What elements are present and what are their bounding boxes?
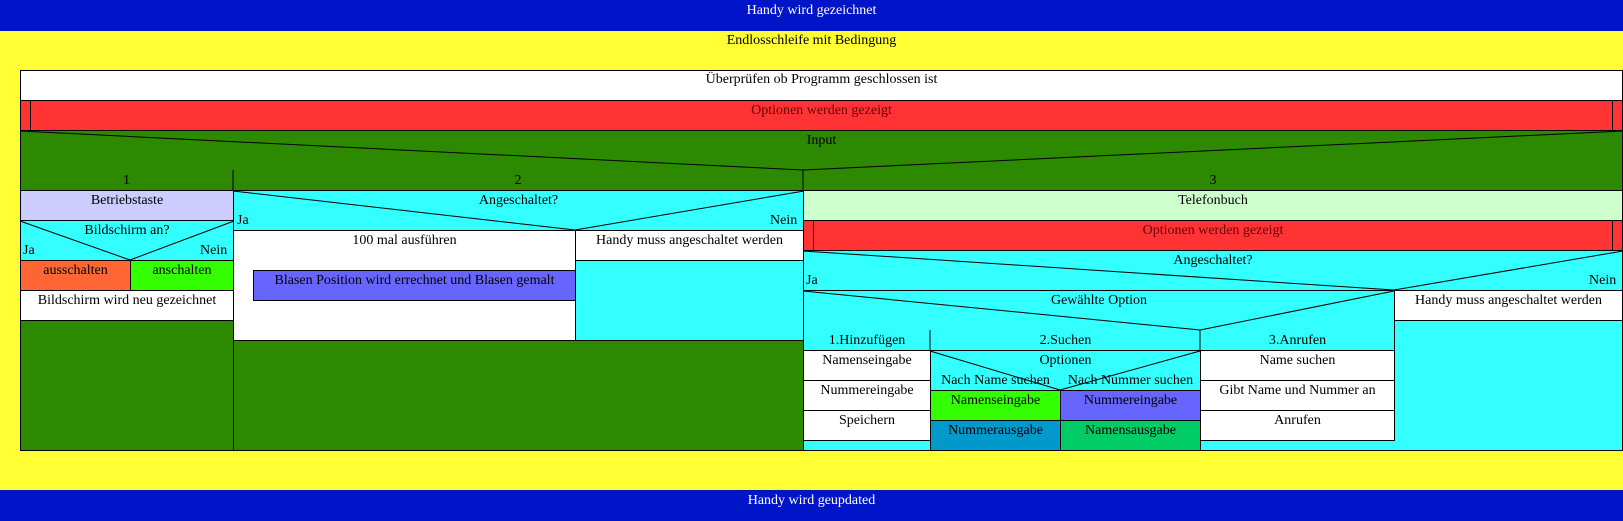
check-closed-label: Überprüfen ob Programm geschlossen ist xyxy=(705,72,938,87)
case-3-condition: Angeschaltet? xyxy=(1173,253,1253,268)
options-shown-label: Optionen werden gezeigt xyxy=(751,103,892,118)
case-1-condition: Bildschirm an? xyxy=(84,223,170,238)
case-1-yes-action-box xyxy=(20,260,131,291)
search-right-step-2: Namensausgabe xyxy=(1085,423,1176,438)
search-right-step-1-box xyxy=(1060,390,1201,421)
case-3-options-label: Optionen werden gezeigt xyxy=(1142,223,1284,238)
call-step-1: Name suchen xyxy=(1259,353,1336,368)
search-right-step-2-box xyxy=(1060,420,1201,451)
case-3-no-action: Handy muss angeschaltet werden xyxy=(1415,293,1602,308)
case-2-label: 2 xyxy=(514,173,522,188)
search-left-step-2: Nummerausgabe xyxy=(948,423,1043,438)
case-3-title: Telefonbuch xyxy=(1178,193,1248,208)
case-1-yes-action: ausschalten xyxy=(43,263,108,278)
add-step-3-box xyxy=(803,410,931,441)
case-2-loop-body-box xyxy=(253,270,576,301)
case-1-title: Betriebstaste xyxy=(90,193,164,208)
search-right-label: Nach Nummer suchen xyxy=(1067,373,1194,388)
case-1-no: Nein xyxy=(200,243,228,258)
call-step-2: Gibt Name und Nummer an xyxy=(1219,383,1376,398)
call-step-3-box xyxy=(1200,410,1395,441)
case-1-label: 1 xyxy=(123,173,130,188)
case-1-after-box xyxy=(20,290,234,321)
options-shown-inner xyxy=(30,100,1613,131)
loop-title: Endlosschleife mit Bedingung xyxy=(726,33,897,48)
top-bar xyxy=(0,0,1623,31)
option-call-label: 3.Anrufen xyxy=(1268,333,1327,348)
case-3-no: Nein xyxy=(1589,273,1617,288)
call-step-3: Anrufen xyxy=(1274,413,1321,428)
case-3-yes: Ja xyxy=(806,273,818,288)
add-step-3: Speichern xyxy=(839,413,895,428)
search-title: Optionen xyxy=(1039,353,1092,368)
top-bar-label: Handy wird gezeichnet xyxy=(746,3,877,18)
case-2-no-action: Handy muss angeschaltet werden xyxy=(596,233,783,248)
case-2-no: Nein xyxy=(770,213,798,228)
add-step-2-box xyxy=(803,380,931,411)
option-search-label: 2.Suchen xyxy=(1039,333,1092,348)
call-step-1-box xyxy=(1200,350,1395,381)
case-1-no-action: anschalten xyxy=(152,263,212,278)
search-left-step-2-box xyxy=(930,420,1061,451)
add-step-1: Namenseingabe xyxy=(822,353,912,368)
case-1-title-box xyxy=(20,190,234,221)
case-3-label: 3 xyxy=(1209,173,1217,188)
case-1-after: Bildschirm wird neu gezeichnet xyxy=(37,293,217,308)
option-add-label: 1.Hinzufügen xyxy=(828,333,906,348)
case-2-yes: Ja xyxy=(237,213,249,228)
bottom-bar-label: Handy wird geupdated xyxy=(747,493,876,508)
case-2-condition: Angeschaltet? xyxy=(478,193,559,208)
case-2-loop-body: Blasen Position wird errechnet und Blase… xyxy=(274,273,555,288)
add-step-2: Nummereingabe xyxy=(820,383,914,398)
search-left-step-1: Namenseingabe xyxy=(950,393,1041,408)
bottom-bar xyxy=(0,490,1623,521)
chosen-option-label: Gewählte Option xyxy=(1050,293,1148,308)
case-2-loop: 100 mal ausführen xyxy=(352,233,457,248)
search-right-step-1: Nummereingabe xyxy=(1083,393,1178,408)
input-label: Input xyxy=(806,133,837,148)
case-3-no-action-box xyxy=(1394,290,1623,321)
search-left-label: Nach Name suchen xyxy=(941,373,1050,388)
case-1-yes: Ja xyxy=(23,243,35,258)
